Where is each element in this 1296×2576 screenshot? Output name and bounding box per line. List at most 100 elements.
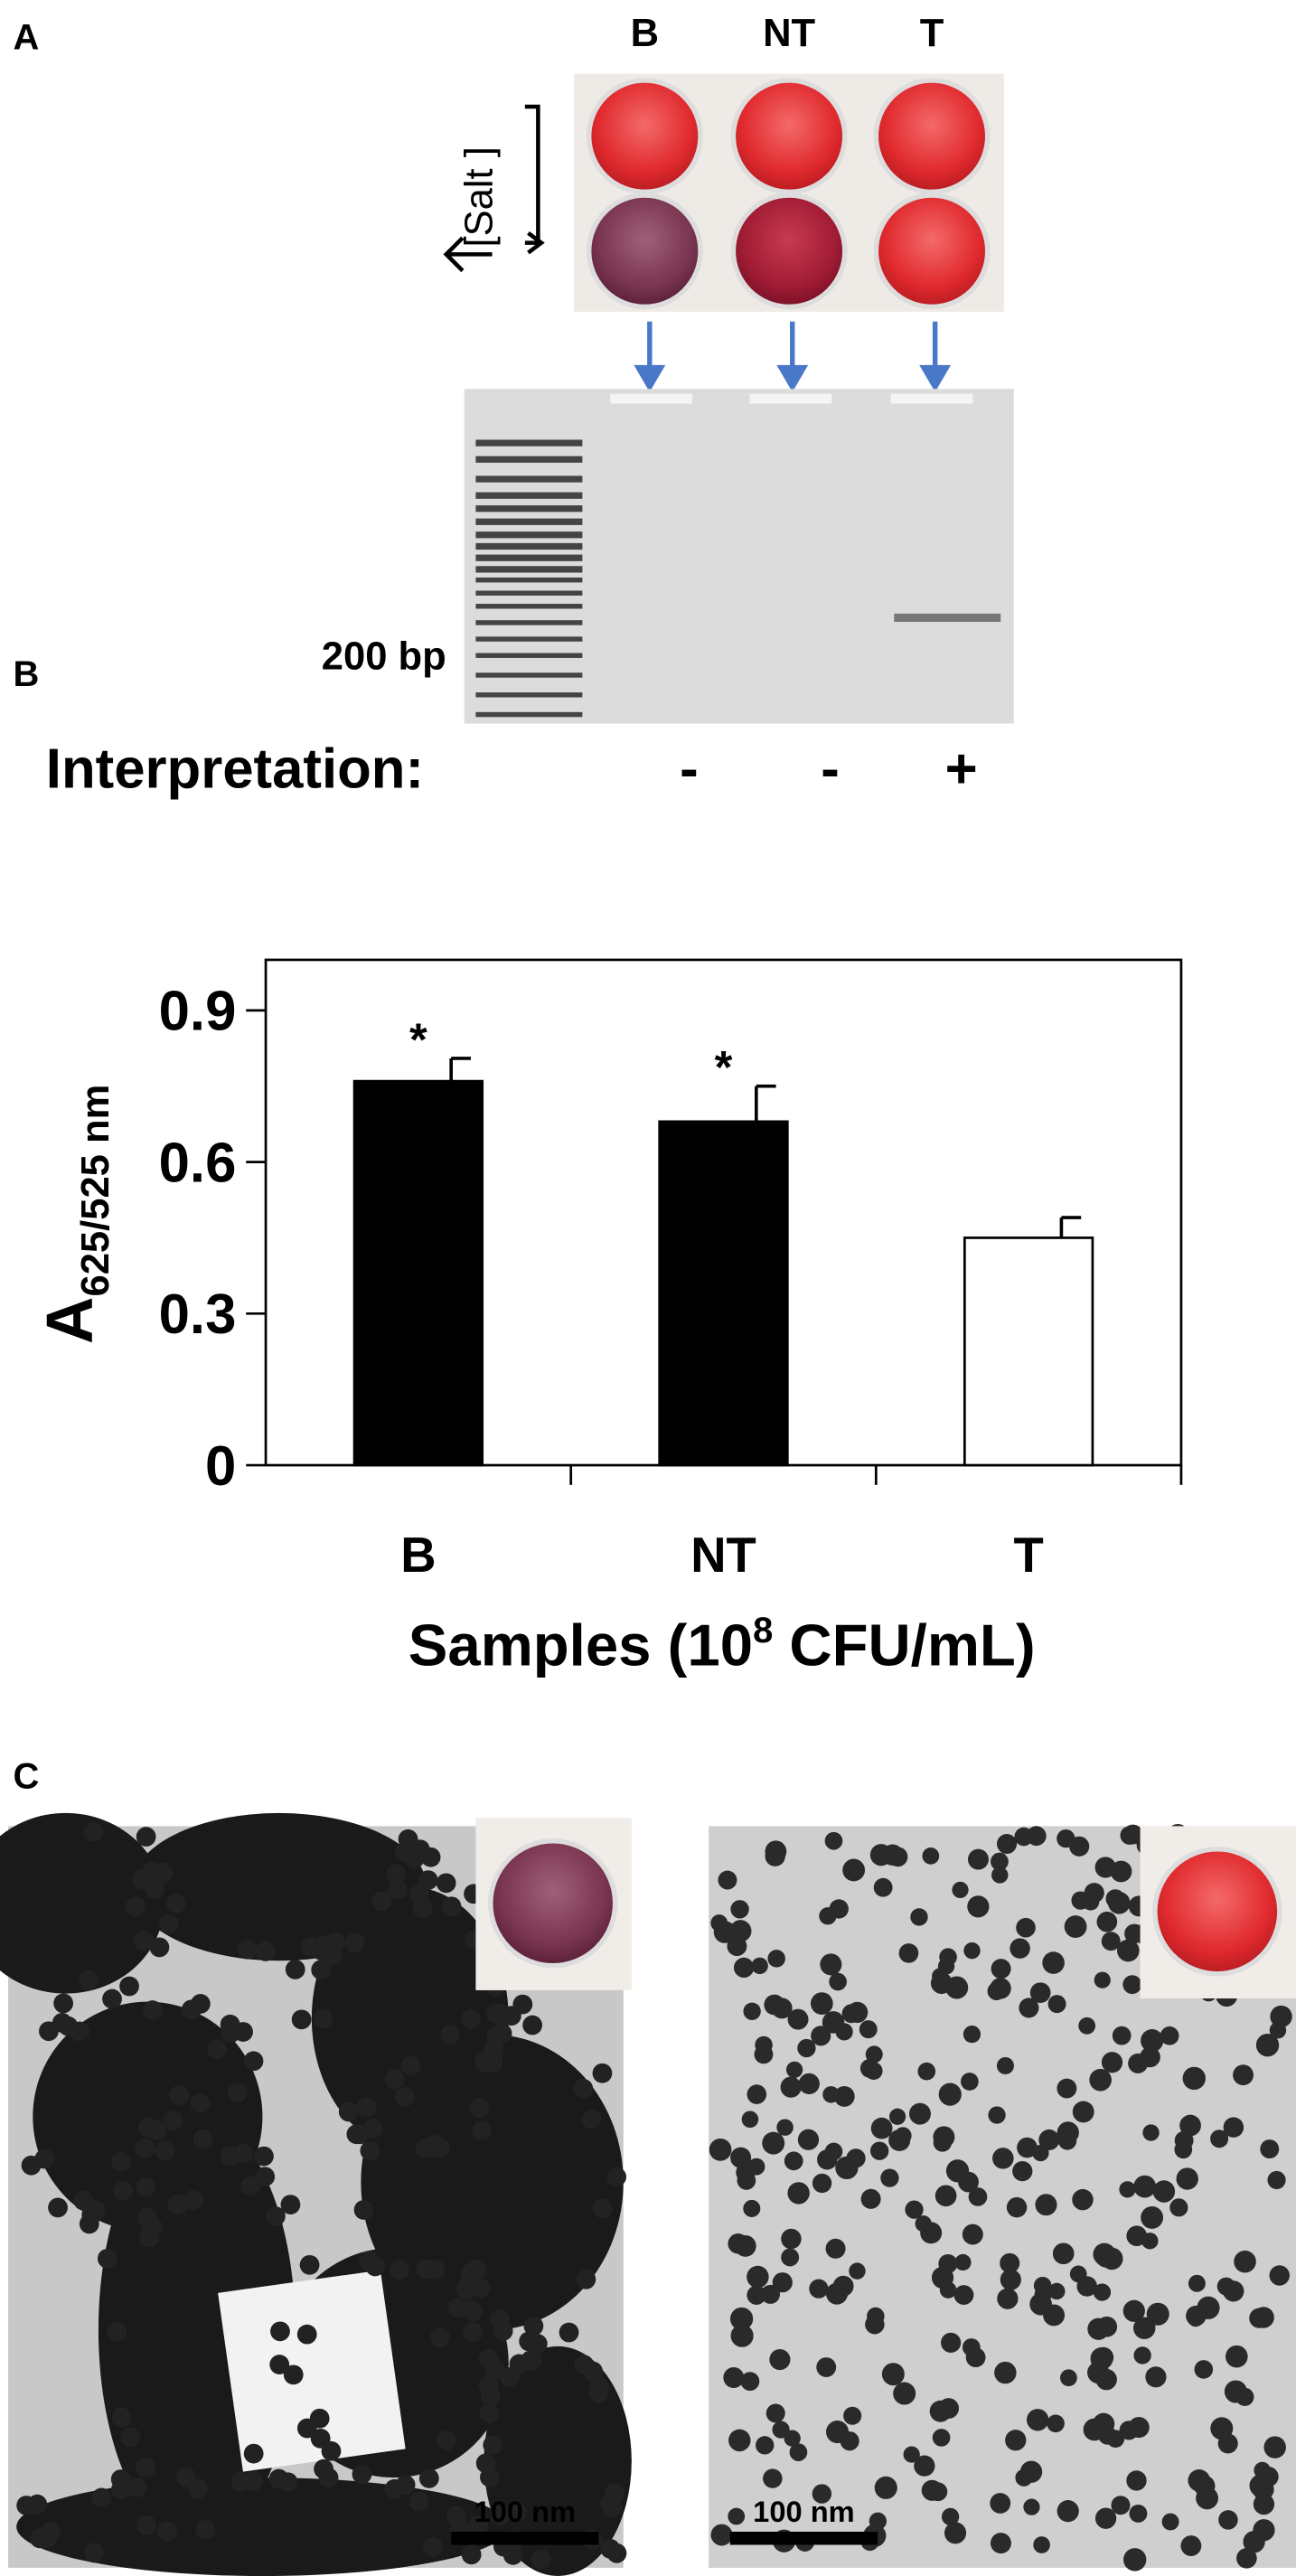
particle (1016, 1917, 1036, 1938)
panel-label: C (14, 1757, 40, 1797)
particle (1188, 2469, 1211, 2492)
particle (944, 2522, 967, 2544)
particle (1101, 1932, 1121, 1951)
particle (350, 2124, 370, 2145)
particle (751, 1957, 768, 1975)
particle (195, 2520, 216, 2540)
bar (352, 1079, 484, 1467)
particle (867, 2307, 885, 2326)
particle (728, 2429, 751, 2452)
particle (968, 2187, 988, 2206)
particle (869, 2141, 889, 2160)
particle (463, 2322, 484, 2343)
particle (812, 2173, 832, 2194)
particle (835, 2156, 859, 2180)
particle (1160, 2026, 1179, 2045)
wells (586, 78, 991, 310)
particle (933, 2133, 953, 2152)
particle (386, 1864, 407, 1885)
ladder-band (475, 566, 583, 573)
gel-well (890, 393, 973, 404)
particle (592, 2063, 613, 2083)
particle (73, 2190, 94, 2211)
particle (466, 2259, 486, 2280)
particle (1029, 1982, 1051, 2004)
y-axis-label-main: A (33, 1297, 107, 1344)
particle (1236, 2548, 1257, 2569)
gel-well (749, 393, 832, 404)
particle (1194, 2360, 1214, 2379)
interpretation: - (680, 738, 699, 800)
particle (1060, 2369, 1077, 2387)
particle (1146, 2302, 1169, 2326)
particle (941, 2332, 962, 2353)
particle (988, 2106, 1006, 2124)
particle (158, 1913, 179, 1934)
particle (939, 1948, 957, 1967)
particle (920, 2222, 943, 2244)
gel-well (610, 393, 693, 404)
blue-arrows (634, 321, 952, 392)
panel-label: B (14, 654, 40, 694)
particle (763, 2468, 783, 2488)
particle (576, 2269, 596, 2289)
inset-well (488, 1838, 618, 1969)
particle (220, 2146, 240, 2167)
particle (870, 2117, 893, 2139)
particle (1082, 1893, 1100, 1911)
particle (772, 2421, 790, 2439)
particle (961, 2073, 979, 2091)
particle (1122, 1975, 1142, 1995)
particle (1133, 2346, 1151, 2364)
x-tick-label: NT (690, 1528, 756, 1583)
particle (1249, 2474, 1273, 2497)
scale-bar-label: 100 nm (474, 2495, 577, 2528)
particle (723, 2367, 745, 2389)
particle (1255, 2033, 1280, 2057)
particle (142, 2000, 163, 2020)
salt-label: [Salt ] (458, 146, 502, 247)
x-tick-label: B (400, 1528, 436, 1583)
particle (254, 2146, 274, 2167)
column-label: B (631, 12, 659, 55)
particle (755, 2035, 773, 2054)
particle (762, 2131, 785, 2155)
particle (480, 2467, 500, 2487)
particle (797, 2038, 816, 2058)
particle (492, 2004, 512, 2025)
particle (34, 2148, 55, 2169)
particle (709, 2138, 732, 2161)
particle (934, 2185, 957, 2207)
particle (446, 2505, 466, 2525)
particle (1078, 2017, 1096, 2035)
particle (997, 2288, 1019, 2309)
significance: * (409, 1013, 427, 1065)
particle (296, 2324, 317, 2345)
particle (207, 2039, 227, 2060)
particle (816, 2357, 837, 2377)
particle (743, 2002, 761, 2020)
particle (509, 2354, 530, 2374)
particle (954, 2253, 972, 2271)
particle (589, 2376, 610, 2397)
particle (931, 2266, 954, 2289)
particle (604, 2483, 625, 2503)
particle (1000, 2252, 1020, 2273)
particle (1120, 1826, 1140, 1845)
particle (1217, 2433, 1238, 2454)
particle (1043, 2304, 1066, 2327)
particle (149, 1937, 170, 1958)
ladder-band (475, 505, 583, 512)
particle (718, 1870, 737, 1890)
particle (313, 2008, 333, 2028)
particle (1270, 2005, 1292, 2028)
particle (227, 2082, 248, 2103)
particle (1141, 2205, 1164, 2229)
gel-band (894, 613, 1001, 622)
particle (531, 2549, 551, 2570)
particle (941, 2507, 960, 2526)
x-axis-label-text: CFU/mL) (773, 1612, 1035, 1678)
particle (437, 2430, 457, 2450)
particle (729, 2307, 754, 2331)
x-axis-label: Samples (108 CFU/mL) (409, 1611, 1036, 1678)
